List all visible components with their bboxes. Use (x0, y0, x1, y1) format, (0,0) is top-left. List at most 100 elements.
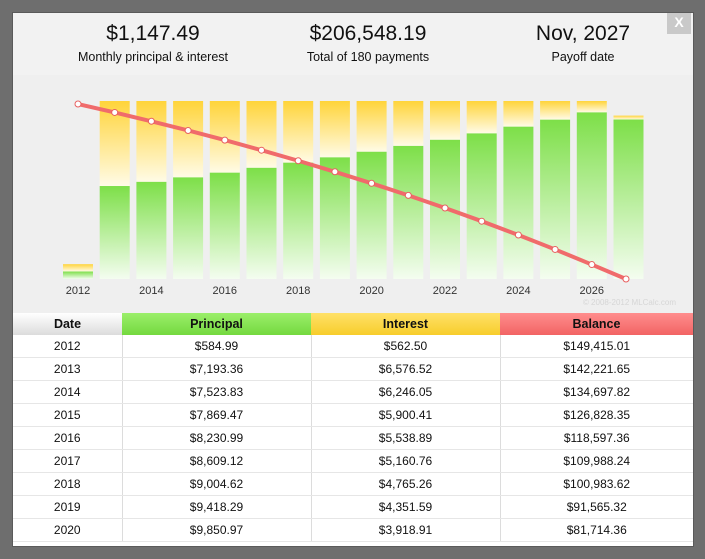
header-interest[interactable]: Interest (311, 313, 500, 335)
cell-balance: $91,565.32 (500, 495, 693, 519)
interest-bar-2017 (246, 101, 277, 168)
cell-balance: $109,988.24 (500, 449, 693, 473)
cell-interest: $562.50 (311, 335, 501, 358)
cell-principal: $7,523.83 (122, 380, 312, 404)
x-tick-label: 2020 (359, 285, 383, 297)
total-payments-label: Total of 180 payments (306, 50, 430, 64)
close-button[interactable]: X (667, 13, 691, 34)
balance-point-2012 (74, 100, 82, 108)
balance-point-2025 (551, 245, 559, 253)
balance-point-2022 (441, 204, 449, 212)
balance-point-2016 (221, 136, 229, 144)
cell-principal: $7,193.36 (122, 357, 312, 381)
principal-bar-2026 (576, 112, 607, 279)
cell-date: 2020 (13, 518, 123, 542)
cell-date: 2012 (13, 335, 123, 358)
cell-balance: $134,697.82 (500, 380, 693, 404)
total-payments-value: $206,548.19 (309, 22, 427, 45)
balance-point-2013 (111, 108, 119, 116)
x-tick-label: 2014 (139, 285, 163, 297)
interest-bar-2024 (503, 101, 534, 127)
cell-principal: $9,418.29 (122, 495, 312, 519)
interest-bar-2022 (430, 101, 460, 140)
principal-bar-2014 (136, 181, 167, 279)
cell-balance: $126,828.35 (500, 403, 693, 427)
cell-date: 2015 (13, 403, 123, 427)
cell-date: 2014 (13, 380, 123, 404)
principal-bar-2018 (283, 162, 314, 279)
table-row: 2015 $7,869.47 $5,900.41 $126,828.35 (13, 403, 693, 427)
principal-bar-2021 (393, 145, 424, 279)
x-tick-label: 2018 (286, 285, 310, 297)
cell-date: 2016 (13, 426, 123, 450)
cell-interest: $5,538.89 (311, 426, 501, 450)
cell-date: 2013 (13, 357, 123, 381)
cell-date: 2018 (13, 472, 123, 496)
interest-bar-2023 (466, 101, 497, 134)
principal-bar-2012 (63, 271, 93, 279)
cell-interest: $5,160.76 (311, 449, 501, 473)
cell-interest: $4,351.59 (311, 495, 501, 519)
table-row: 2019 $9,418.29 $4,351.59 $91,565.32 (13, 495, 693, 519)
header-principal[interactable]: Principal (122, 313, 311, 335)
total-payments-stat: $206,548.19 Total of 180 payments (258, 22, 478, 64)
balance-point-2019 (331, 168, 339, 176)
balance-point-2014 (147, 117, 155, 125)
header-date[interactable]: Date (13, 313, 122, 335)
monthly-payment-value: $1,147.49 (106, 22, 200, 45)
balance-point-2017 (258, 146, 265, 154)
balance-point-2020 (368, 179, 376, 187)
principal-bar-2027 (613, 119, 644, 280)
cell-principal: $8,230.99 (122, 426, 312, 450)
principal-bar-2017 (246, 167, 277, 279)
x-tick-label: 2022 (433, 285, 457, 297)
payoff-date-value: Nov, 2027 (535, 22, 631, 45)
table-row: 2020 $9,850.97 $3,918.91 $81,714.36 (13, 518, 693, 542)
principal-bar-2019 (319, 157, 350, 279)
cell-principal: $9,004.62 (122, 472, 312, 496)
table-row: 2012 $584.99 $562.50 $149,415.01 (13, 335, 693, 358)
balance-point-2027 (622, 275, 630, 283)
balance-line (76, 102, 628, 281)
principal-bar-2015 (173, 177, 204, 279)
table-row: 2013 $7,193.36 $6,576.52 $142,221.65 (13, 357, 693, 381)
balance-point-2018 (294, 157, 302, 165)
cell-balance: $142,221.65 (500, 357, 693, 381)
interest-bar-2025 (540, 101, 571, 120)
table-row: 2017 $8,609.12 $5,160.76 $109,988.24 (13, 449, 693, 473)
interest-bar-2027 (613, 115, 644, 120)
amortization-table: Date Principal Interest Balance 2012 $584… (13, 313, 693, 542)
interest-bar-2014 (136, 101, 167, 182)
interest-bar-2015 (173, 101, 204, 178)
principal-bar-2024 (503, 126, 534, 280)
interest-bar-2019 (319, 101, 350, 158)
cell-balance: $81,714.36 (500, 518, 693, 542)
cell-principal: $8,609.12 (122, 449, 312, 473)
interest-bar-2018 (283, 101, 314, 163)
cell-principal: $584.99 (122, 335, 312, 358)
cell-interest: $3,918.91 (311, 518, 501, 542)
balance-point-2021 (404, 191, 412, 199)
table-header-row: Date Principal Interest Balance (13, 313, 693, 335)
cell-principal: $9,850.97 (122, 518, 312, 542)
balance-point-2024 (514, 231, 522, 239)
cell-date: 2017 (13, 449, 123, 473)
interest-bar-2020 (356, 101, 387, 152)
balance-point-2015 (184, 126, 192, 134)
x-tick-label: 2016 (213, 285, 237, 297)
principal-bar-2023 (466, 133, 497, 279)
monthly-payment-stat: $1,147.49 Monthly principal & interest (43, 22, 263, 64)
amortization-chart: 2012 2014 2016 2018 2020 2022 2024 2026 © 2008-… (13, 75, 693, 313)
interest-bar-2012 (63, 264, 93, 272)
interest-bar-2026 (576, 101, 607, 113)
table-row: 2016 $8,230.99 $5,538.89 $118,597.36 (13, 426, 693, 450)
cell-balance: $118,597.36 (500, 426, 693, 450)
cell-balance: $100,983.62 (500, 472, 693, 496)
balance-point-2023 (478, 217, 486, 225)
cell-interest: $6,246.05 (311, 380, 501, 404)
monthly-payment-label: Monthly principal & interest (77, 50, 229, 64)
cell-interest: $6,576.52 (311, 357, 501, 381)
header-balance[interactable]: Balance (500, 313, 693, 335)
x-tick-label: 2026 (580, 285, 604, 297)
principal-bar-2020 (356, 151, 387, 279)
